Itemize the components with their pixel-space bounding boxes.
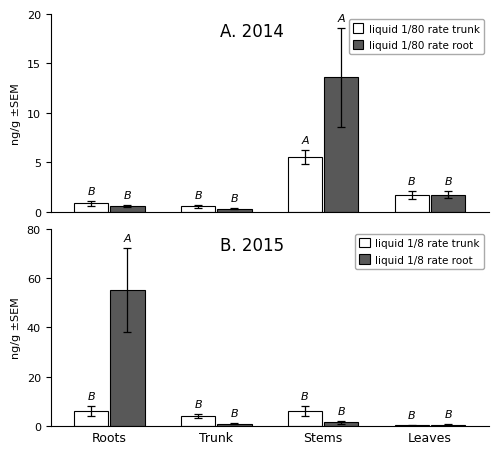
Bar bbox=[218, 209, 252, 212]
Text: B: B bbox=[88, 187, 95, 197]
Text: B: B bbox=[301, 391, 309, 401]
Bar bbox=[218, 424, 252, 426]
Bar bbox=[324, 422, 358, 426]
Text: A: A bbox=[338, 14, 345, 24]
Text: B: B bbox=[444, 410, 452, 420]
Bar bbox=[181, 207, 215, 212]
Text: B: B bbox=[230, 193, 238, 203]
Bar bbox=[288, 158, 322, 212]
Bar bbox=[74, 411, 108, 426]
Text: A: A bbox=[301, 136, 309, 146]
Y-axis label: ng/g ±SEM: ng/g ±SEM bbox=[11, 83, 21, 144]
Legend: liquid 1/80 rate trunk, liquid 1/80 rate root: liquid 1/80 rate trunk, liquid 1/80 rate… bbox=[348, 20, 484, 55]
Text: B. 2015: B. 2015 bbox=[220, 237, 284, 255]
Bar bbox=[431, 425, 466, 426]
Y-axis label: ng/g ±SEM: ng/g ±SEM bbox=[11, 297, 21, 359]
Text: B: B bbox=[408, 410, 416, 420]
Text: B: B bbox=[194, 399, 202, 410]
Text: B: B bbox=[444, 177, 452, 187]
Bar bbox=[110, 207, 144, 212]
Bar bbox=[431, 195, 466, 212]
Text: B: B bbox=[124, 191, 132, 201]
Legend: liquid 1/8 rate trunk, liquid 1/8 rate root: liquid 1/8 rate trunk, liquid 1/8 rate r… bbox=[355, 234, 484, 269]
Text: B: B bbox=[408, 177, 416, 187]
Text: B: B bbox=[88, 391, 95, 401]
Bar bbox=[288, 411, 322, 426]
Bar bbox=[181, 416, 215, 426]
Bar bbox=[74, 204, 108, 212]
Text: B: B bbox=[338, 406, 345, 416]
Text: A. 2014: A. 2014 bbox=[220, 23, 284, 41]
Text: B: B bbox=[194, 190, 202, 200]
Bar bbox=[110, 291, 144, 426]
Bar bbox=[395, 425, 429, 426]
Text: A: A bbox=[124, 234, 132, 244]
Text: B: B bbox=[230, 408, 238, 418]
Bar bbox=[324, 78, 358, 212]
Bar bbox=[395, 196, 429, 212]
